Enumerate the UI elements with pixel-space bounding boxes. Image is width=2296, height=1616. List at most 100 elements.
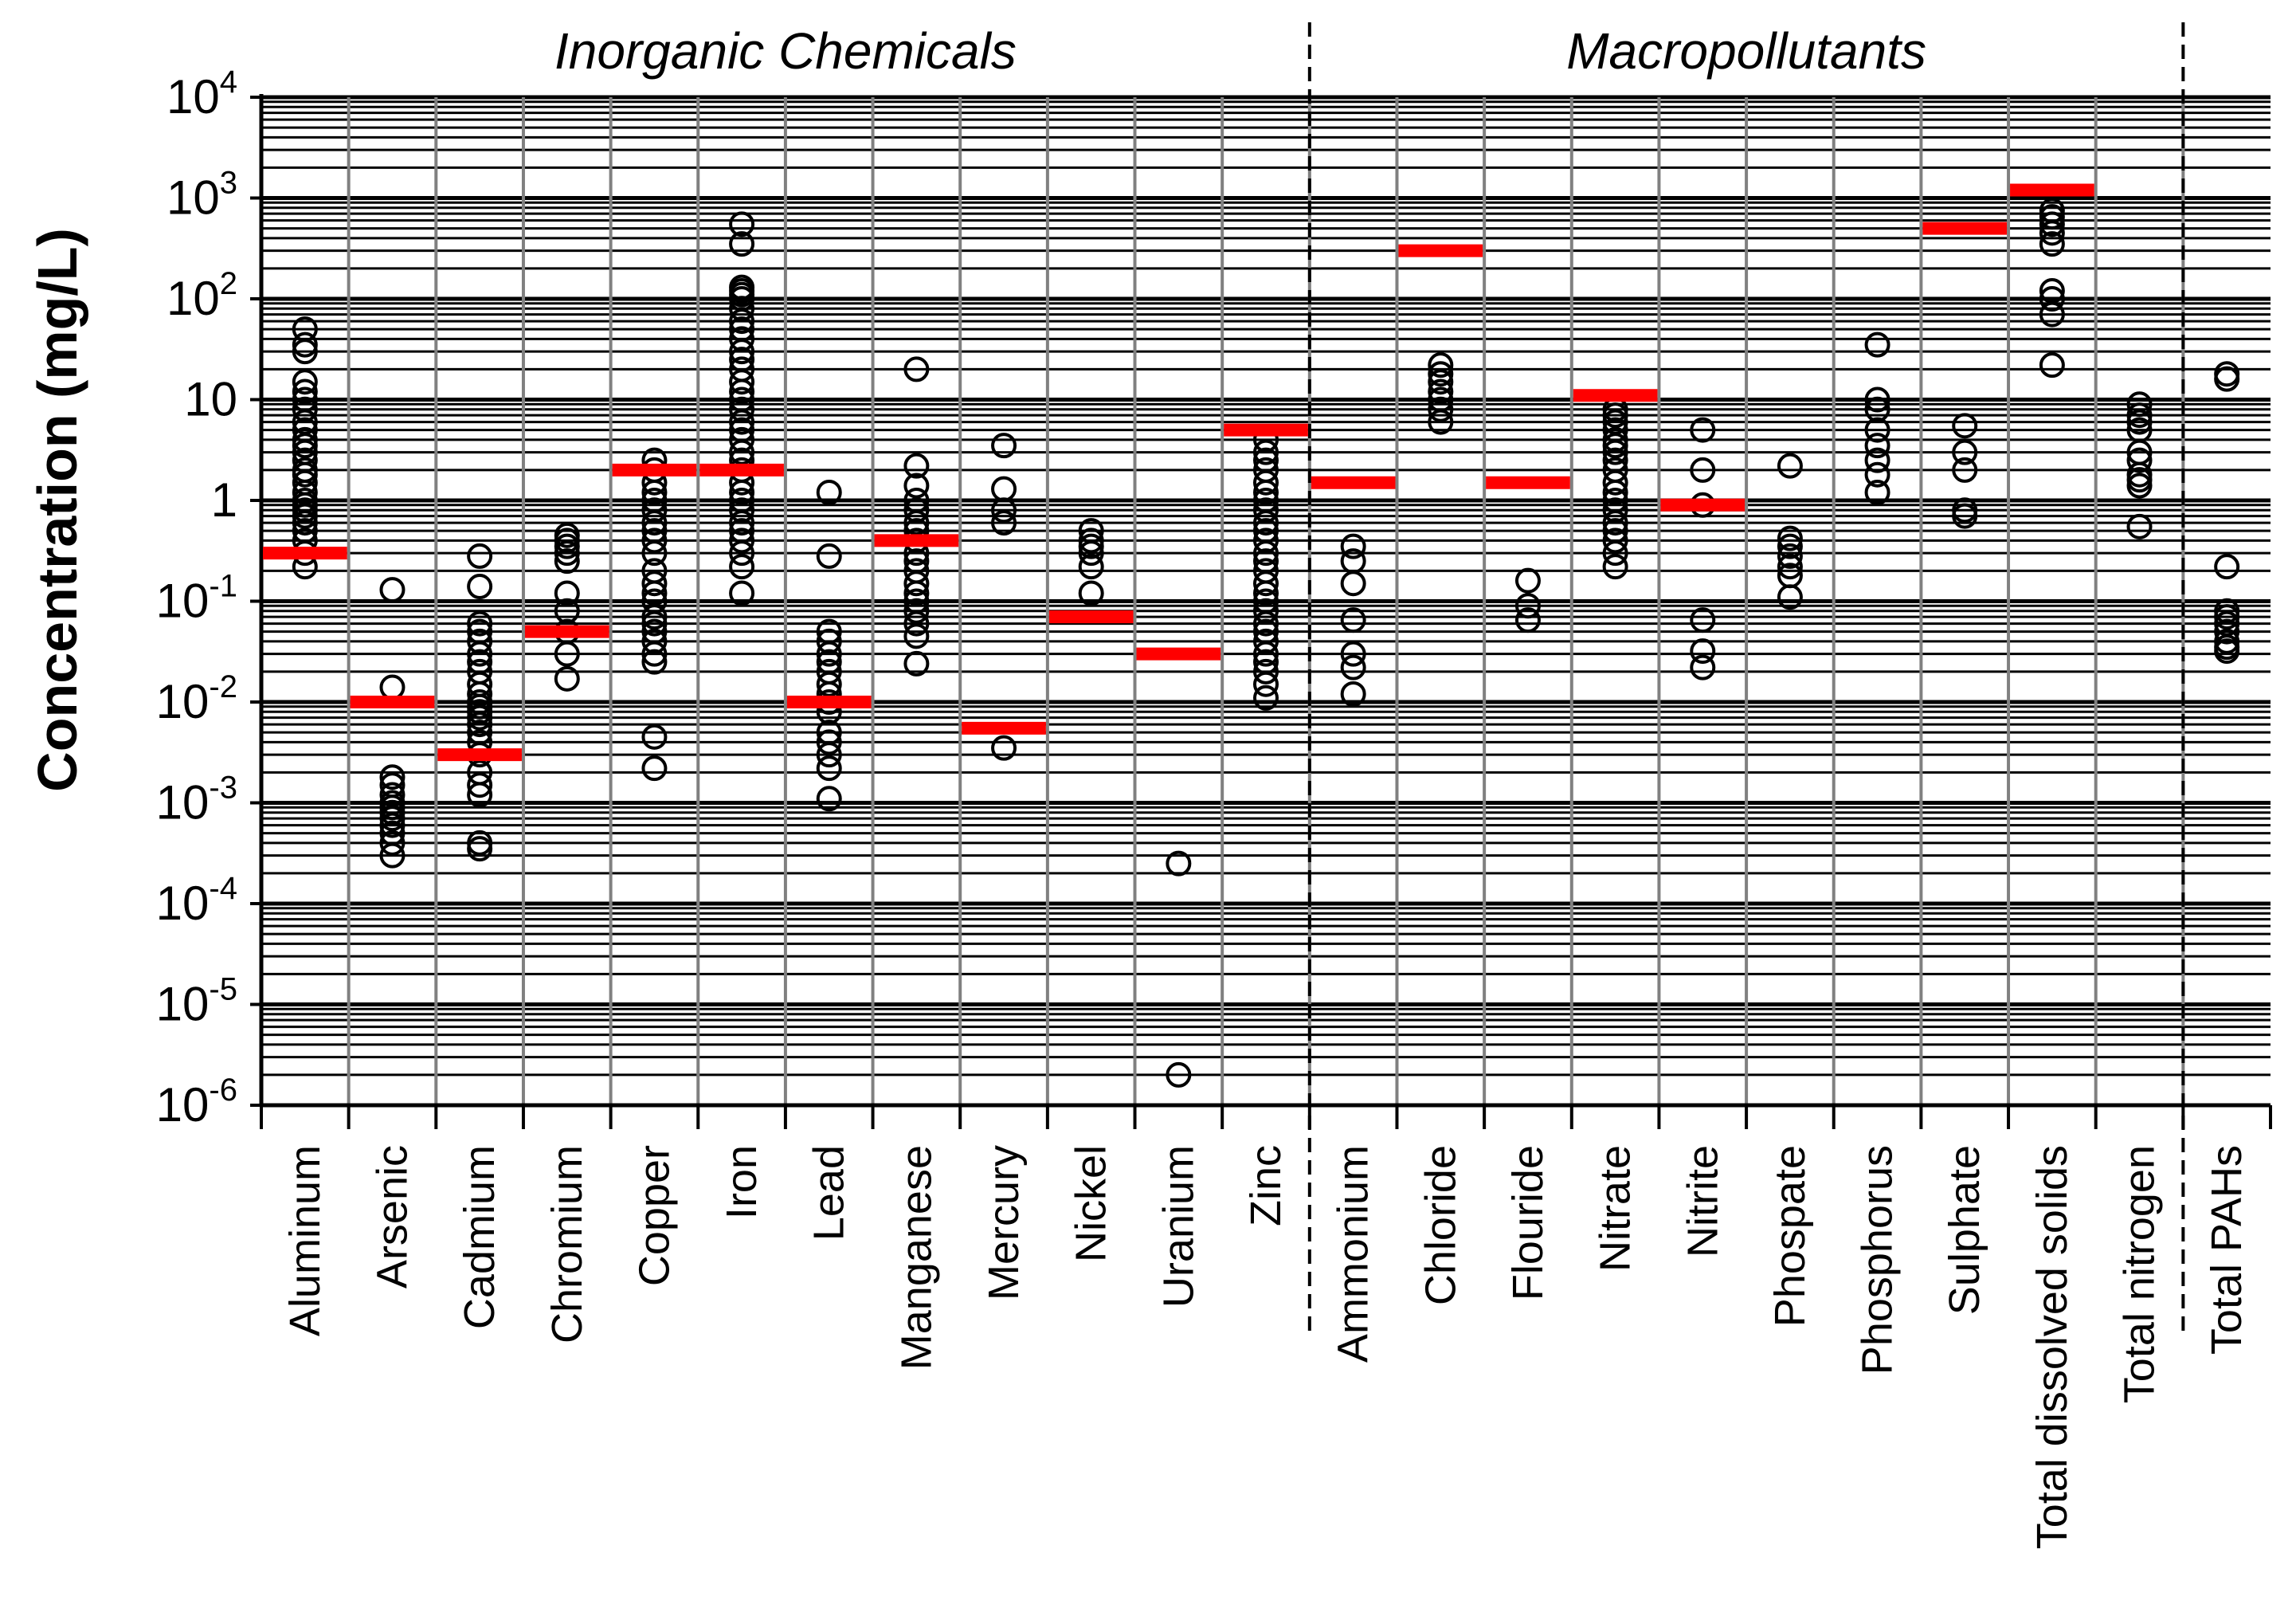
observation-marker: [903, 473, 930, 499]
category-label: Chloride: [1416, 1145, 1464, 1305]
observation-marker: [816, 729, 842, 755]
observation-marker: [2039, 204, 2065, 230]
observation-marker: [2214, 361, 2240, 387]
observation-marker: [2214, 628, 2240, 654]
observation-marker: [816, 479, 842, 505]
observation-marker: [729, 580, 755, 606]
observation-marker: [991, 433, 1017, 459]
category-label: Zinc: [1242, 1145, 1290, 1226]
observation-marker: [1952, 497, 1978, 524]
observation-marker: [729, 396, 755, 422]
observation-marker: [467, 618, 493, 645]
observation-marker: [729, 528, 755, 554]
observation-marker: [641, 571, 668, 597]
observation-marker: [903, 623, 930, 649]
observation-marker: [1253, 518, 1279, 544]
observation-marker: [1690, 607, 1716, 633]
observation-marker: [816, 658, 842, 684]
axes: [250, 94, 2272, 1129]
observation-marker: [379, 764, 406, 790]
observation-marker: [379, 782, 406, 808]
observation-marker: [379, 820, 406, 846]
category-label: Sulphate: [1941, 1145, 1988, 1315]
y-axis-label: Concentration (mg/L): [26, 228, 88, 792]
observation-marker: [2214, 554, 2240, 580]
category-label: Cadmium: [456, 1145, 503, 1329]
category-label: Mercury: [980, 1145, 1028, 1300]
category-label: Ammonium: [1330, 1145, 1377, 1363]
y-tick-label: 10-2: [156, 669, 237, 728]
observation-marker: [1690, 417, 1716, 443]
observation-marker: [903, 453, 930, 479]
observation-marker: [2214, 618, 2240, 645]
observation-marker: [816, 543, 842, 569]
observation-marker: [1514, 567, 1541, 594]
category-label: Phospate: [1766, 1145, 1814, 1327]
y-tick-label: 10: [184, 373, 237, 426]
guideline-bars: [263, 183, 2094, 762]
observation-marker: [292, 447, 318, 473]
observation-marker: [1864, 433, 1890, 459]
y-tick-label: 10-3: [156, 771, 237, 830]
observation-marker: [1428, 379, 1454, 405]
observation-marker: [1864, 479, 1890, 505]
observation-marker: [467, 543, 493, 569]
observation-marker: [1078, 518, 1104, 544]
observation-marker: [554, 548, 580, 575]
observation-marker: [1777, 525, 1803, 551]
observation-marker: [1340, 654, 1366, 681]
observation-marker: [2126, 447, 2153, 473]
observation-marker: [729, 356, 755, 382]
observation-marker: [1253, 684, 1279, 711]
observation-marker: [991, 735, 1017, 761]
category-label: Arsenic: [368, 1145, 416, 1288]
observation-marker: [2214, 610, 2240, 637]
observation-marker: [1428, 361, 1454, 387]
observation-marker: [1253, 618, 1279, 645]
observation-marker: [1253, 658, 1279, 684]
observation-marker: [729, 326, 755, 352]
observation-marker: [1253, 588, 1279, 614]
observation-marker: [1166, 1061, 1192, 1088]
observation-marker: [729, 488, 755, 513]
observation-marker: [729, 347, 755, 373]
observation-marker: [1864, 396, 1890, 422]
observation-marker: [641, 618, 668, 645]
category-label: Uranium: [1154, 1145, 1202, 1308]
observation-marker: [292, 331, 318, 358]
y-tick-label: 1: [211, 473, 237, 527]
category-label: Copper: [630, 1145, 678, 1286]
y-tick-label: 103: [167, 166, 237, 225]
observation-marker: [379, 790, 406, 816]
observation-marker: [554, 665, 580, 692]
observation-marker: [2126, 513, 2153, 539]
observation-marker: [641, 528, 668, 554]
category-label: Nitrate: [1592, 1145, 1640, 1272]
observation-marker: [1864, 461, 1890, 488]
observation-marker: [292, 379, 318, 405]
observation-marker: [1340, 571, 1366, 597]
observation-marker: [1253, 447, 1279, 473]
observation-marker: [2039, 277, 2065, 304]
observation-marker: [1253, 488, 1279, 513]
observation-marker: [2214, 598, 2240, 624]
observation-marker: [1166, 850, 1192, 877]
observation-marker: [1340, 533, 1366, 559]
observation-marker: [1253, 649, 1279, 675]
observation-marker: [1777, 563, 1803, 589]
observation-marker: [1340, 681, 1366, 707]
observation-marker: [1428, 386, 1454, 413]
observation-marker: [292, 426, 318, 453]
observation-marker: [729, 554, 755, 580]
observation-marker: [729, 386, 755, 413]
observation-marker: [1777, 543, 1803, 569]
gridlines: [261, 95, 2271, 1108]
observation-marker: [467, 628, 493, 654]
observation-marker: [641, 628, 668, 654]
observation-marker: [2039, 231, 2065, 257]
observation-marker: [554, 598, 580, 624]
observation-marker: [641, 755, 668, 782]
observation-marker: [292, 457, 318, 483]
observation-marker: [1602, 488, 1628, 513]
observation-marker: [991, 476, 1017, 502]
